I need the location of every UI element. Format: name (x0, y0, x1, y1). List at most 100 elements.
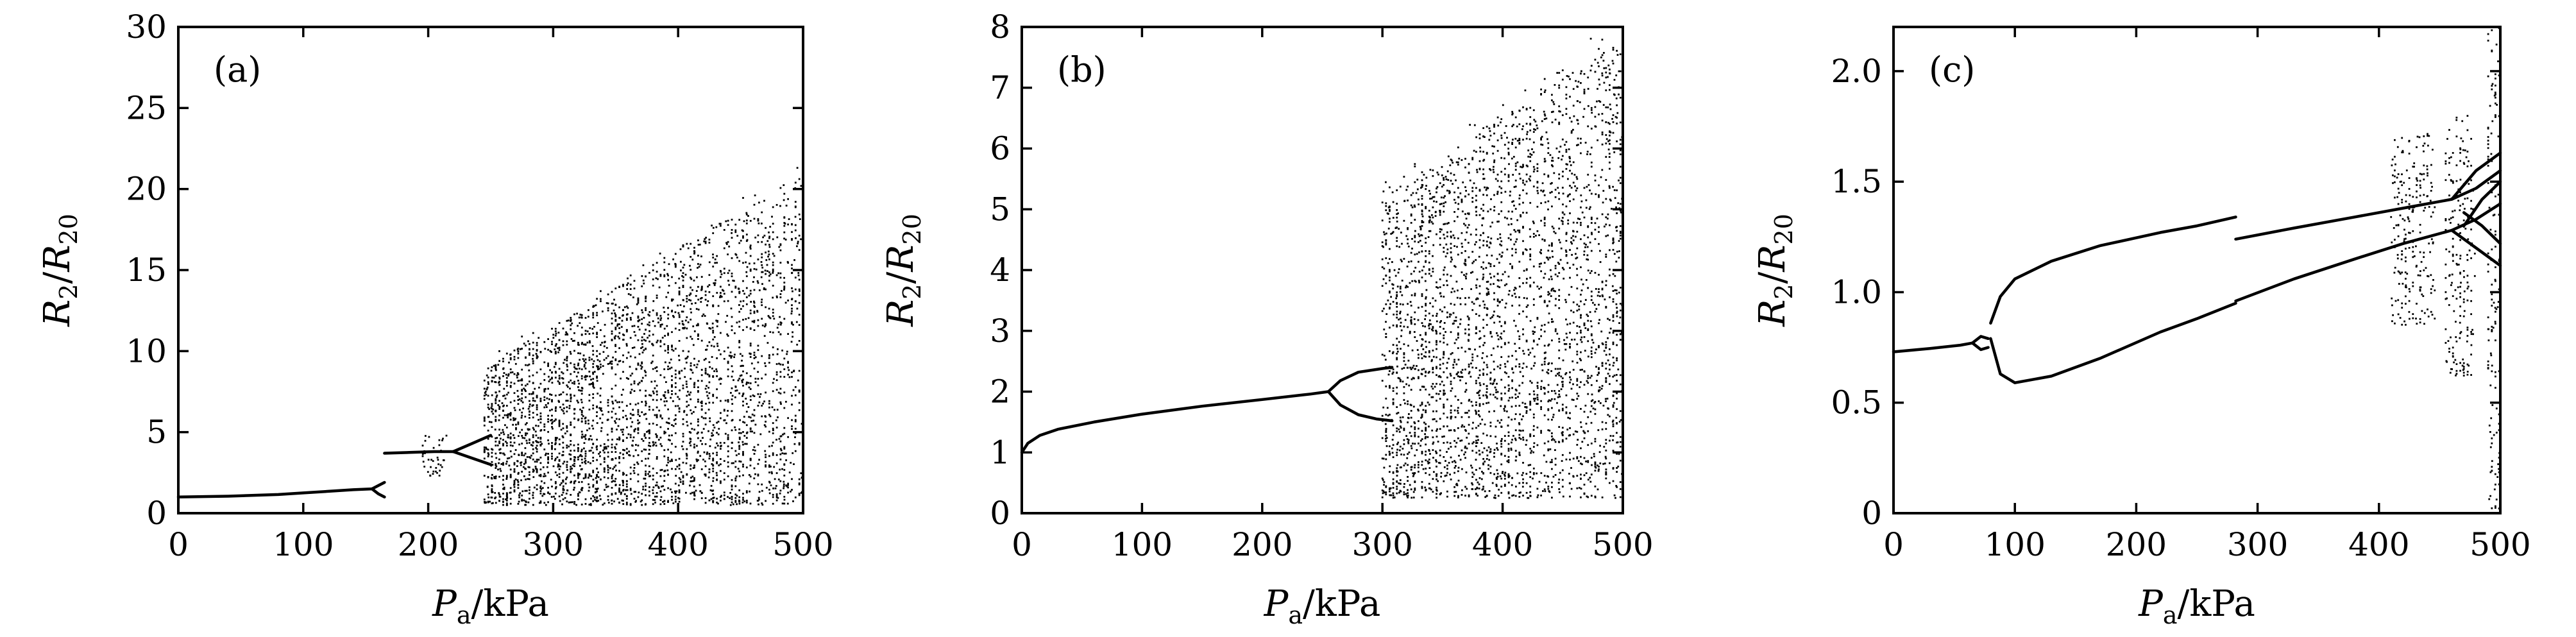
scatter-point (761, 405, 763, 407)
scatter-point (1384, 423, 1387, 425)
scatter-point (1605, 344, 1607, 346)
scatter-point (679, 304, 682, 306)
scatter-point (700, 492, 703, 494)
scatter-point (663, 261, 666, 264)
scatter-point (629, 288, 632, 290)
scatter-point (596, 336, 598, 338)
scatter-point (1548, 312, 1550, 315)
scatter-point (493, 364, 495, 367)
scatter-point (558, 401, 560, 403)
scatter-point (1396, 325, 1398, 328)
scatter-point (570, 440, 572, 442)
scatter-point (742, 329, 744, 331)
scatter-point (753, 262, 756, 264)
scatter-point (794, 187, 797, 189)
scatter-point (1561, 469, 1564, 471)
scatter-point (701, 443, 703, 445)
scatter-point (1609, 200, 1612, 202)
scatter-point (1498, 213, 1500, 216)
scatter-point (1565, 332, 1568, 335)
scatter-point (768, 362, 770, 364)
scatter-point (498, 384, 501, 386)
scatter-point (591, 328, 594, 330)
scatter-point (1454, 201, 1457, 204)
scatter-point (572, 382, 573, 384)
scatter-point (772, 496, 774, 498)
scatter-point (1473, 441, 1475, 443)
scatter-point (652, 309, 654, 312)
scatter-point (1444, 195, 1446, 198)
scatter-point (422, 461, 425, 463)
scatter-point (713, 427, 716, 429)
scatter-point (1584, 246, 1586, 248)
scatter-point (1585, 279, 1588, 281)
scatter-point (566, 363, 568, 366)
scatter-point (634, 334, 637, 337)
scatter-point (1417, 409, 1419, 411)
scatter-point (531, 405, 534, 407)
scatter-point (648, 453, 650, 455)
scatter-point (783, 474, 786, 477)
scatter-point (645, 348, 647, 350)
scatter-point (1530, 450, 1533, 452)
scatter-point (588, 504, 591, 506)
scatter-point (1576, 287, 1579, 290)
scatter-point (753, 446, 756, 448)
scatter-point (577, 477, 579, 479)
scatter-point (1567, 223, 1570, 225)
scatter-point (505, 405, 508, 407)
scatter-point (706, 391, 708, 393)
scatter-point (693, 429, 695, 431)
scatter-point (656, 366, 658, 368)
scatter-point (1545, 117, 1548, 120)
scatter-point (753, 477, 756, 480)
scatter-point (734, 485, 737, 488)
scatter-point (704, 294, 707, 296)
scatter-point (490, 477, 493, 479)
scatter-point (602, 504, 604, 506)
scatter-point (738, 453, 740, 455)
scatter-point (525, 396, 527, 398)
bifurcation-branch (176, 487, 374, 498)
scatter-point (641, 311, 644, 314)
scatter-point (570, 480, 572, 483)
scatter-point (1580, 314, 1582, 317)
scatter-point (697, 424, 699, 427)
scatter-point (708, 476, 710, 479)
scatter-point (1482, 344, 1484, 346)
scatter-point (727, 465, 729, 468)
scatter-point (590, 475, 593, 477)
scatter-point (1479, 397, 1481, 399)
scatter-point (712, 424, 715, 426)
scatter-point (761, 318, 763, 320)
scatter-point (792, 323, 794, 326)
scatter-point (528, 369, 530, 371)
scatter-point (582, 358, 584, 361)
scatter-point (667, 501, 669, 503)
scatter-point (584, 376, 587, 378)
scatter-point (1609, 161, 1611, 164)
scatter-point (752, 449, 754, 451)
scatter-point (666, 273, 668, 275)
scatter-point (1400, 259, 1402, 261)
scatter-point (1443, 394, 1445, 396)
scatter-point (643, 413, 645, 416)
scatter-point (693, 492, 695, 495)
scatter-point (1475, 287, 1478, 289)
scatter-point (584, 358, 587, 361)
scatter-point (614, 480, 616, 482)
scatter-point (1500, 452, 1503, 455)
scatter-point (641, 336, 643, 339)
scatter-point (1576, 343, 1579, 346)
scatter-point (1425, 355, 1427, 358)
scatter-point (798, 389, 801, 391)
scatter-point (727, 410, 729, 412)
scatter-point (682, 418, 684, 420)
scatter-point (690, 477, 692, 479)
scatter-point (1410, 222, 1412, 224)
scatter-point (592, 306, 595, 308)
scatter-point (1389, 454, 1391, 456)
scatter-point (532, 397, 534, 400)
scatter-point (1593, 303, 1596, 306)
scatter-point (761, 324, 764, 327)
